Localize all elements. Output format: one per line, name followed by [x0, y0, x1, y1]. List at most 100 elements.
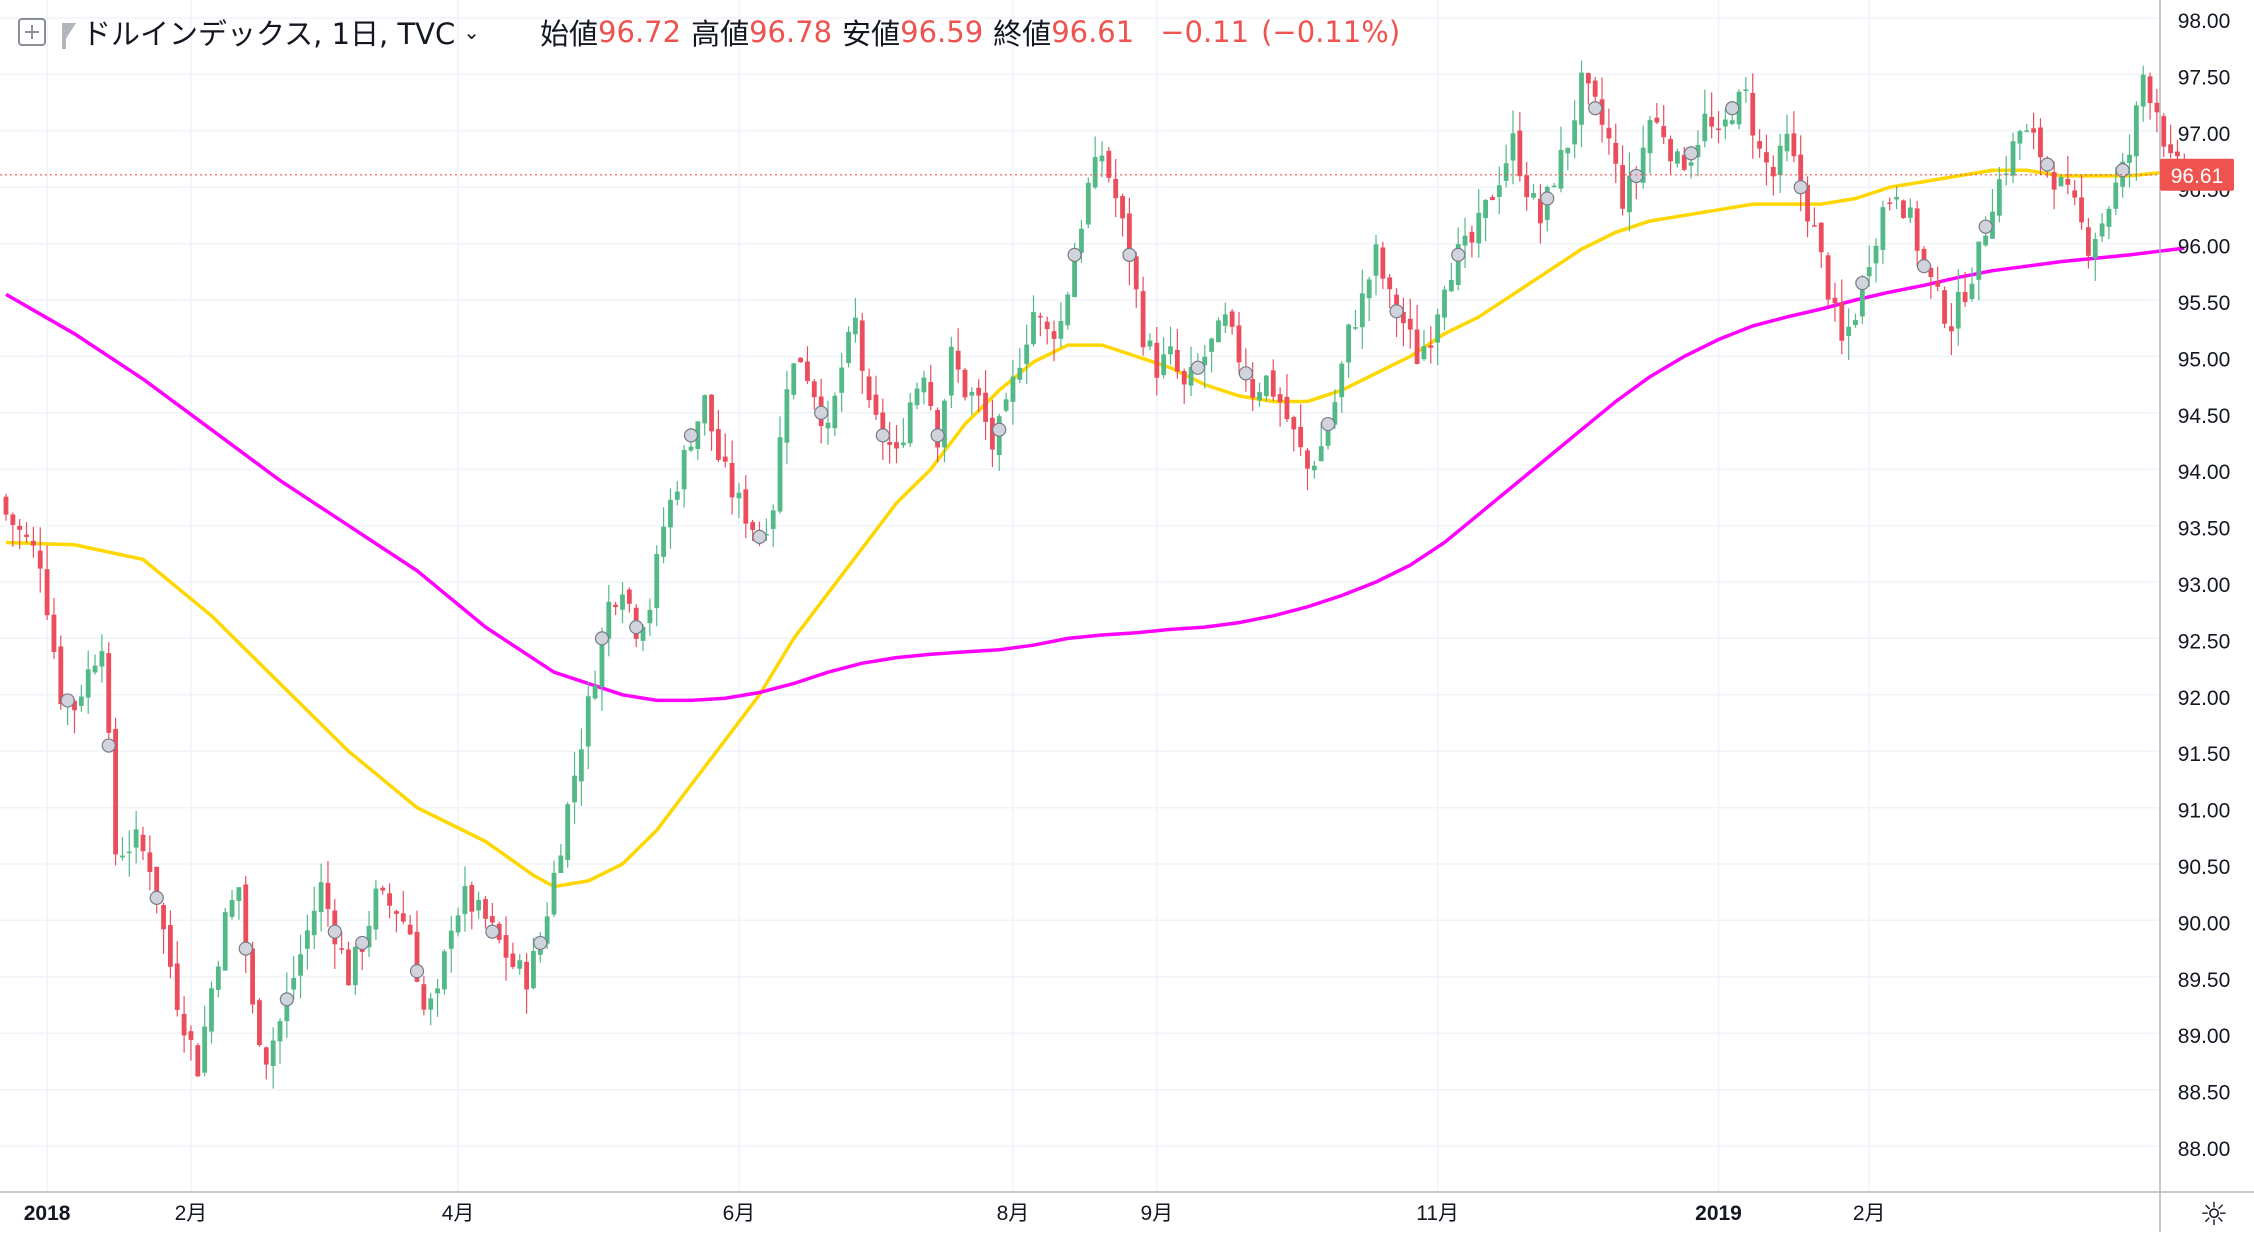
chevron-down-icon[interactable]: ⌄ — [463, 20, 481, 44]
symbol-label[interactable]: ドルインデックス, 1日, TVC — [82, 17, 456, 51]
y-tick-label: 97.50 — [2178, 66, 2231, 89]
candle-body — [880, 412, 886, 440]
event-marker — [327, 924, 342, 939]
candle-body — [1113, 178, 1119, 199]
high-value: 96.78 — [749, 15, 833, 49]
candle-body — [914, 388, 920, 406]
candle-body — [626, 589, 632, 604]
candle-body — [1743, 89, 1749, 91]
event-marker — [930, 428, 945, 443]
candle-body — [558, 855, 564, 873]
candle-body — [1681, 154, 1687, 170]
candle-body — [736, 492, 742, 499]
candle-body — [318, 882, 324, 913]
candle-body — [1921, 248, 1927, 264]
gear-icon[interactable]: ☼ — [2199, 1195, 2229, 1233]
candle-body — [1770, 166, 1776, 177]
candle-body — [1873, 245, 1879, 264]
candle-body — [1024, 344, 1030, 364]
candle-body — [1270, 370, 1276, 397]
candle-body — [1120, 196, 1125, 219]
event-marker — [814, 405, 829, 420]
candle-body — [1825, 255, 1831, 300]
x-tick-label: 2月 — [175, 1202, 208, 1225]
candle-body — [1914, 208, 1920, 251]
candle-body — [2086, 227, 2091, 256]
candle-body — [510, 953, 516, 967]
candle-body — [1599, 99, 1605, 125]
candle-body — [44, 569, 50, 616]
candle-body — [1777, 145, 1783, 176]
candle-body — [1216, 320, 1221, 343]
candle-body — [1729, 120, 1735, 124]
candle-body — [1928, 267, 1934, 278]
candle-body — [668, 499, 673, 528]
candle-body — [2175, 151, 2180, 157]
candle-body — [859, 320, 865, 371]
candle-body — [1222, 314, 1228, 326]
candle-body — [202, 1026, 208, 1073]
candle-body — [1154, 342, 1160, 378]
candle-body — [955, 350, 961, 370]
candle-body — [161, 905, 166, 930]
candle-body — [866, 376, 872, 401]
candle-body — [661, 526, 666, 557]
event-marker — [533, 935, 548, 951]
candle-body — [99, 651, 105, 667]
candle-body — [1448, 279, 1454, 292]
candle-body — [1079, 228, 1084, 253]
candle-body — [1469, 231, 1475, 243]
candle-body — [51, 614, 57, 652]
candle-body — [853, 317, 858, 335]
candle-body — [3, 496, 9, 515]
candle-body — [503, 935, 509, 958]
candle-body — [1654, 117, 1660, 123]
candle-body — [1976, 241, 1982, 280]
candle-body — [524, 961, 529, 990]
high-label: 高値 — [691, 17, 750, 51]
candle-body — [380, 887, 386, 891]
candle-body — [291, 977, 297, 990]
candle-body — [1551, 185, 1557, 188]
candle-body — [1647, 120, 1653, 154]
candle-body — [1127, 213, 1132, 262]
open-value: 96.72 — [598, 15, 682, 49]
candle-body — [2099, 223, 2105, 237]
candle-body — [1291, 417, 1297, 430]
candle-body — [1531, 193, 1536, 198]
candle-body — [215, 966, 221, 990]
y-tick-label: 92.50 — [2178, 630, 2231, 653]
y-tick-label: 94.00 — [2178, 461, 2231, 484]
candle-body — [339, 948, 345, 950]
y-tick-label: 89.00 — [2178, 1025, 2231, 1048]
candle-body — [469, 885, 475, 912]
candle-body — [1661, 126, 1667, 138]
candle-body — [1949, 326, 1954, 332]
candle-body — [750, 522, 756, 530]
candle-body — [825, 422, 831, 429]
candle-body — [243, 884, 249, 950]
candle-body — [1353, 327, 1358, 329]
flag-icon[interactable] — [62, 23, 76, 49]
y-tick-label: 97.00 — [2178, 123, 2231, 146]
candle-body — [174, 963, 180, 1010]
candle-body — [1572, 120, 1578, 145]
candle-body — [811, 381, 817, 398]
candle-body — [620, 594, 625, 610]
candle-body — [1585, 73, 1591, 84]
event-marker — [149, 890, 164, 905]
candle-body — [1695, 144, 1701, 158]
candle-body — [1188, 366, 1194, 386]
event-marker — [629, 620, 644, 635]
y-tick-label: 98.00 — [2178, 10, 2231, 33]
x-tick-label: 8月 — [997, 1202, 1030, 1225]
plus-square-icon[interactable] — [18, 18, 46, 46]
y-tick-label: 94.50 — [2178, 405, 2231, 428]
x-tick-label: 2019 — [1695, 1202, 1742, 1225]
candle-body — [1798, 154, 1804, 189]
candle-body — [2133, 105, 2139, 157]
candle-body — [1010, 376, 1016, 402]
candle-body — [407, 924, 413, 935]
candle-body — [31, 540, 36, 546]
